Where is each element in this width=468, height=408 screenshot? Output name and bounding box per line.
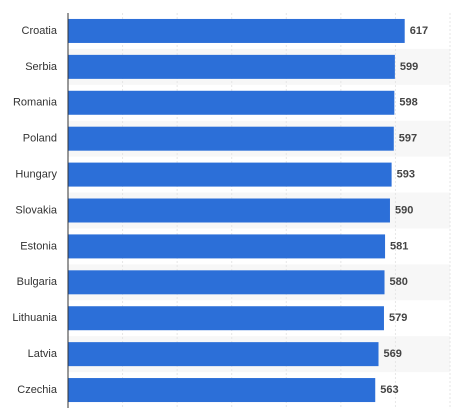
bar — [68, 234, 386, 259]
bar — [68, 342, 379, 367]
bar — [68, 378, 376, 403]
value-label: 580 — [390, 276, 408, 288]
bar — [68, 270, 385, 295]
y-tick-label: Romania — [13, 97, 58, 109]
y-tick-label: Slovakia — [15, 204, 57, 216]
value-label: 563 — [380, 384, 398, 396]
bar — [68, 306, 384, 331]
bar — [68, 162, 392, 187]
bar — [68, 54, 395, 79]
y-tick-label: Czechia — [17, 384, 58, 396]
value-label: 599 — [400, 61, 418, 73]
value-label: 579 — [389, 312, 407, 324]
bar — [68, 198, 390, 223]
y-tick-label: Latvia — [28, 348, 58, 360]
y-tick-label: Estonia — [20, 240, 58, 252]
y-tick-label: Bulgaria — [17, 276, 58, 288]
y-tick-label: Lithuania — [12, 312, 58, 324]
bar — [68, 126, 394, 151]
value-label: 617 — [410, 25, 428, 37]
value-label: 590 — [395, 204, 413, 216]
bar — [68, 18, 405, 43]
value-label: 581 — [390, 240, 408, 252]
y-tick-label: Hungary — [15, 168, 57, 180]
value-label: 598 — [399, 97, 417, 109]
value-label: 593 — [397, 168, 415, 180]
value-label: 597 — [399, 133, 417, 145]
y-tick-label: Poland — [23, 133, 57, 145]
y-tick-label: Croatia — [22, 25, 58, 37]
value-label: 569 — [384, 348, 402, 360]
y-tick-label: Serbia — [25, 61, 58, 73]
bar — [68, 90, 395, 115]
